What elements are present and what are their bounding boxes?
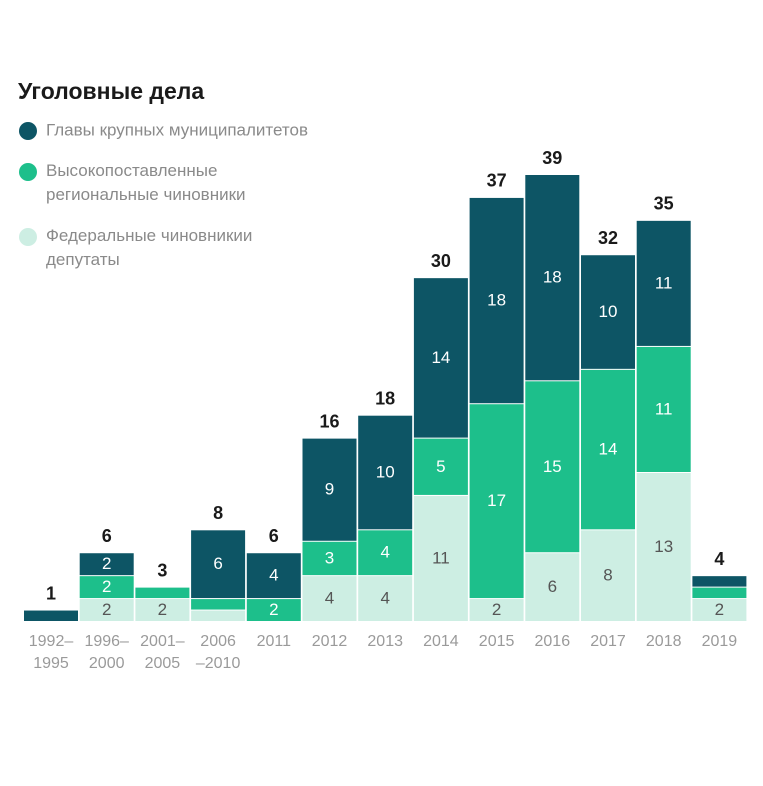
value-label: 2: [715, 600, 724, 619]
bar-segment: [79, 553, 134, 576]
total-label: 8: [213, 503, 223, 523]
value-label: 3: [325, 548, 334, 567]
value-label: 13: [654, 537, 673, 556]
legend-swatch: [19, 122, 37, 140]
bar-segment: [191, 599, 246, 610]
bar-segment: [469, 197, 524, 404]
bar-segment: [302, 541, 357, 576]
bar-segment: [636, 346, 691, 472]
bar-segment: [302, 576, 357, 621]
bar-segment: [581, 530, 635, 621]
x-tick-label: 2015: [479, 633, 515, 650]
legend-swatch: [19, 163, 37, 181]
x-tick-label: 2019: [702, 633, 738, 650]
bar-segment: [413, 438, 468, 495]
bar-segment: [469, 599, 524, 621]
bar-segment: [302, 438, 357, 541]
value-label: 10: [376, 462, 395, 481]
total-label: 30: [431, 251, 451, 271]
x-tick-label: 2016: [535, 633, 571, 650]
total-label: 6: [102, 526, 112, 546]
bar-segment: [692, 576, 747, 587]
bar-segment: [191, 530, 246, 599]
total-label: 6: [269, 526, 279, 546]
total-label: 37: [487, 171, 507, 191]
bar-segment: [358, 530, 413, 576]
value-label: 4: [380, 543, 389, 562]
total-label: 18: [375, 388, 395, 408]
value-label: 14: [599, 440, 618, 459]
bar-segment: [581, 255, 635, 369]
bar-segment: [469, 404, 524, 599]
bar-segment: [135, 587, 190, 599]
bar-segment: [692, 587, 747, 599]
total-label: 16: [319, 411, 339, 431]
total-label: 4: [714, 549, 724, 569]
x-tick-label: 1992– 1995: [29, 633, 74, 672]
x-tick-label: 2013: [367, 633, 403, 650]
value-label: 2: [102, 600, 111, 619]
value-label: 10: [599, 302, 618, 321]
x-tick-label: 2011: [257, 633, 292, 650]
x-tick-label: 2012: [312, 633, 348, 650]
value-label: 14: [431, 348, 450, 367]
bar-segment: [358, 415, 413, 530]
bar-segment: [581, 369, 635, 530]
value-label: 18: [543, 268, 562, 287]
value-label: 6: [213, 554, 222, 573]
value-label: 2: [269, 600, 278, 619]
legend-label: Главы крупных муниципалитетов: [46, 120, 308, 139]
bar-segment: [636, 473, 691, 621]
x-tick-label: 2006 –2010: [196, 633, 241, 672]
value-label: 2: [158, 600, 167, 619]
value-label: 8: [603, 566, 612, 585]
bar-segment: [191, 610, 246, 621]
value-label: 2: [492, 600, 501, 619]
legend-label: Высокопоставленные региональные чиновники: [46, 161, 246, 204]
value-label: 4: [325, 589, 334, 608]
bar-segment: [246, 599, 301, 621]
bar-segment: [692, 599, 747, 621]
total-label: 3: [157, 560, 167, 580]
total-label: 32: [598, 228, 618, 248]
bar-segment: [525, 175, 580, 381]
x-tick-label: 2001– 2005: [140, 633, 185, 672]
value-label: 18: [487, 291, 506, 310]
value-label: 11: [655, 273, 673, 292]
value-label: 2: [102, 554, 111, 573]
value-label: 4: [269, 566, 278, 585]
value-label: 6: [548, 577, 557, 596]
bar-segment: [79, 576, 134, 599]
total-label: 35: [654, 194, 674, 214]
value-label: 15: [543, 457, 562, 476]
value-label: 17: [487, 491, 506, 510]
x-tick-label: 2014: [423, 633, 459, 650]
bar-segment: [413, 278, 468, 438]
bar-segment: [246, 553, 301, 599]
x-tick-label: 1996– 2000: [84, 633, 129, 672]
value-label: 11: [432, 548, 450, 567]
bar-segment: [358, 576, 413, 621]
value-label: 4: [380, 589, 389, 608]
bar-segment: [79, 599, 134, 621]
bar-segment: [525, 553, 580, 621]
bar-segment: [636, 220, 691, 346]
total-label: 1: [46, 583, 56, 603]
x-tick-label: 2017: [590, 633, 626, 650]
bar-segment: [135, 599, 190, 621]
bar-segment: [413, 495, 468, 621]
chart-title: Уголовные дела: [18, 78, 204, 104]
bar-segment: [525, 381, 580, 553]
bar-segment: [24, 610, 78, 621]
legend-swatch: [19, 228, 37, 246]
value-label: 2: [102, 577, 111, 596]
value-label: 5: [436, 457, 445, 476]
value-label: 11: [655, 399, 673, 418]
x-tick-label: 2018: [646, 633, 682, 650]
value-label: 9: [325, 480, 334, 499]
legend-label: Федеральные чиновникии депутаты: [46, 226, 252, 269]
total-label: 39: [542, 148, 562, 168]
